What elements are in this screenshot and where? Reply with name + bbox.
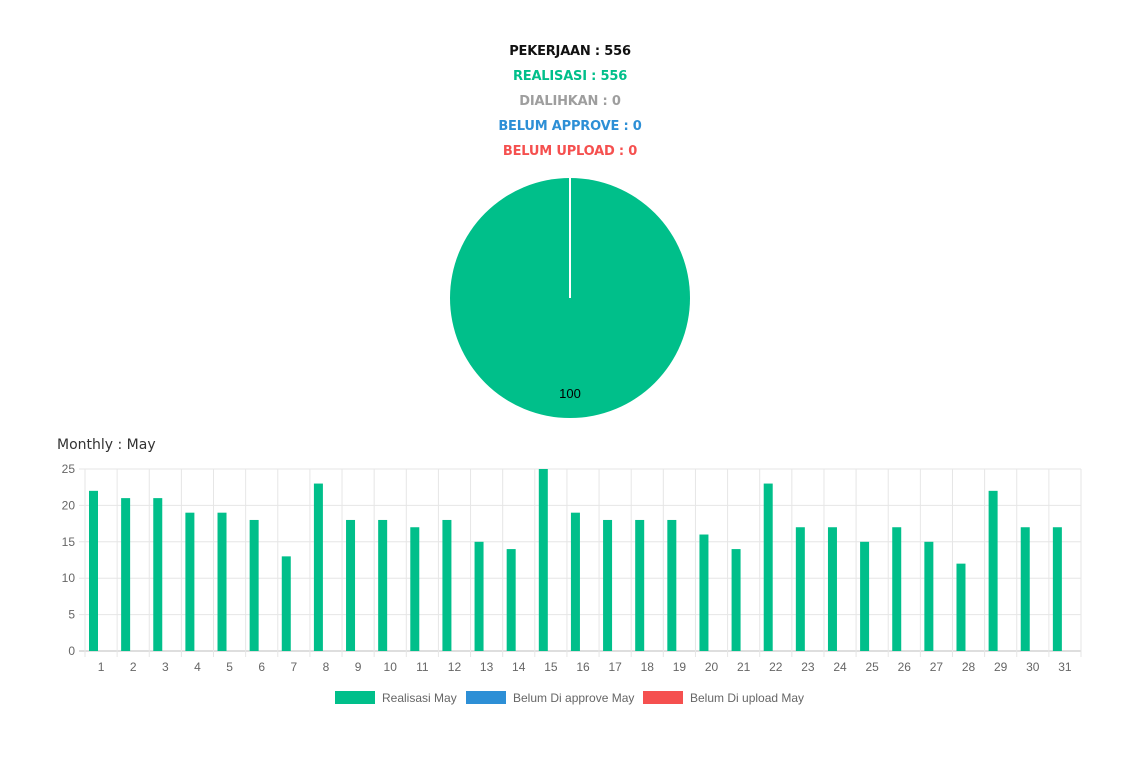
bar-realisasi-day-24[interactable]	[827, 527, 837, 651]
pie-data-label: 100	[559, 386, 581, 401]
x-tick-label: 31	[1058, 660, 1072, 674]
legend: Realisasi May Belum Di approve May Belum D…	[335, 691, 804, 705]
x-tick-label: 19	[673, 660, 687, 674]
bar-realisasi-day-30[interactable]	[1020, 527, 1030, 651]
x-tick-label: 8	[323, 660, 330, 674]
bar-realisasi-day-17[interactable]	[603, 519, 613, 651]
bars	[89, 469, 1062, 651]
bar-realisasi-day-23[interactable]	[795, 527, 805, 651]
bar-realisasi-day-8[interactable]	[313, 483, 323, 651]
summary-belum-upload: BELUM UPLOAD : 0	[502, 144, 638, 159]
bar-realisasi-day-5[interactable]	[217, 512, 227, 651]
y-axis-ticks: 0 5 10 15 20 25	[62, 462, 76, 658]
y-tick-label: 5	[68, 608, 75, 622]
x-tick-label: 13	[480, 660, 494, 674]
bar-realisasi-day-7[interactable]	[281, 556, 291, 651]
bar-realisasi-day-31[interactable]	[1052, 527, 1062, 651]
x-tick-label: 24	[833, 660, 847, 674]
x-tick-label: 15	[544, 660, 558, 674]
x-tick-label: 16	[576, 660, 590, 674]
bar-realisasi-day-16[interactable]	[570, 512, 580, 651]
x-tick-label: 10	[384, 660, 398, 674]
x-tick-label: 27	[930, 660, 944, 674]
monthly-chart-title: Monthly : May	[57, 437, 156, 453]
x-axis-ticks: 1 2 3 4 5 6 7 8 9 10 11 12 13 14 15 16 17 18 19 20 21 22 23 24 2…	[98, 660, 1072, 674]
x-tick-label: 21	[737, 660, 751, 674]
x-tick-label: 26	[898, 660, 912, 674]
legend-label[interactable]: Belum Di approve May	[513, 691, 634, 705]
bar-realisasi-day-18[interactable]	[635, 519, 645, 651]
x-tick-label: 17	[608, 660, 622, 674]
summary-dialihkan: DIALIHKAN : 0	[519, 94, 621, 109]
y-tick-label: 0	[68, 644, 75, 658]
legend-label[interactable]: Realisasi May	[382, 691, 457, 705]
x-tick-label: 9	[355, 660, 362, 674]
bar-realisasi-day-28[interactable]	[956, 563, 966, 651]
bar-realisasi-day-26[interactable]	[892, 527, 902, 651]
bar-realisasi-day-4[interactable]	[185, 512, 195, 651]
pie-chart: 100	[450, 178, 690, 418]
x-tick-label: 2	[130, 660, 137, 674]
x-tick-label: 23	[801, 660, 815, 674]
bar-realisasi-day-15[interactable]	[538, 469, 548, 651]
x-tick-label: 28	[962, 660, 976, 674]
x-tick-label: 20	[705, 660, 719, 674]
bar-realisasi-day-20[interactable]	[699, 534, 709, 651]
bar-realisasi-day-13[interactable]	[474, 541, 484, 651]
bar-realisasi-day-1[interactable]	[89, 490, 98, 651]
x-tick-label: 12	[448, 660, 462, 674]
bar-realisasi-day-21[interactable]	[731, 549, 741, 651]
legend-swatch[interactable]	[643, 691, 683, 704]
summary-realisasi: REALISASI : 556	[512, 69, 628, 84]
x-tick-label: 7	[290, 660, 297, 674]
bar-realisasi-day-10[interactable]	[378, 519, 388, 651]
y-tick-label: 20	[62, 498, 76, 512]
x-tick-label: 4	[194, 660, 201, 674]
bar-realisasi-day-14[interactable]	[506, 549, 516, 651]
grid-lines	[79, 468, 1082, 657]
x-tick-label: 18	[641, 660, 655, 674]
x-tick-label: 30	[1026, 660, 1040, 674]
bar-realisasi-day-25[interactable]	[860, 541, 870, 651]
x-tick-label: 6	[258, 660, 265, 674]
bar-realisasi-day-12[interactable]	[442, 519, 452, 651]
bar-realisasi-day-11[interactable]	[410, 527, 420, 651]
y-tick-label: 10	[62, 571, 76, 585]
bar-realisasi-day-27[interactable]	[924, 541, 934, 651]
x-tick-label: 29	[994, 660, 1008, 674]
summary-belum-approve: BELUM APPROVE : 0	[498, 119, 642, 134]
legend-label[interactable]: Belum Di upload May	[690, 691, 804, 705]
bar-realisasi-day-9[interactable]	[346, 519, 356, 651]
bar-realisasi-day-2[interactable]	[121, 498, 131, 651]
bar-realisasi-day-22[interactable]	[763, 483, 773, 651]
x-tick-label: 3	[162, 660, 169, 674]
bar-realisasi-day-19[interactable]	[667, 519, 677, 651]
x-tick-label: 25	[865, 660, 879, 674]
legend-swatch[interactable]	[335, 691, 375, 704]
x-tick-label: 11	[416, 660, 429, 674]
bar-realisasi-day-3[interactable]	[153, 498, 163, 651]
x-tick-label: 1	[98, 660, 105, 674]
bar-realisasi-day-6[interactable]	[249, 519, 259, 651]
y-tick-label: 15	[62, 535, 76, 549]
x-tick-label: 14	[512, 660, 526, 674]
y-tick-label: 25	[62, 462, 76, 476]
legend-swatch[interactable]	[466, 691, 506, 704]
bar-realisasi-day-29[interactable]	[988, 490, 998, 651]
x-tick-label: 22	[769, 660, 783, 674]
x-tick-label: 5	[226, 660, 233, 674]
summary-pekerjaan: PEKERJAAN : 556	[509, 44, 631, 59]
